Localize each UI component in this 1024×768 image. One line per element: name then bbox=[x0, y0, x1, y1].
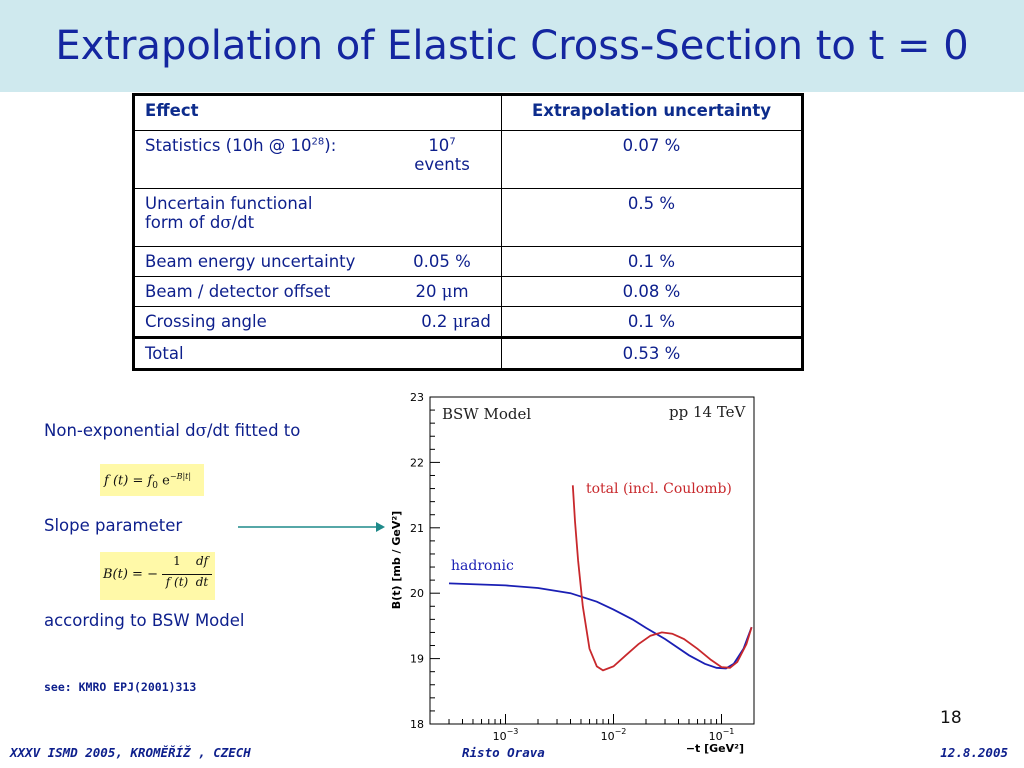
x-tick-labels: 10−3 10−2 10−1 bbox=[493, 727, 735, 743]
row-statistics-uncertainty: 0.07 % bbox=[501, 130, 803, 189]
formula-slope: B(t) = − 1 f (t) df dt bbox=[100, 552, 215, 600]
axis-ticks bbox=[429, 396, 755, 725]
table-row: Statistics (10h @ 1028): 107 events 0.07 … bbox=[133, 130, 803, 189]
table-row: Beam / detector offset 20 μm 0.08 % bbox=[133, 276, 803, 307]
x-tick-label: 10−2 bbox=[601, 727, 627, 743]
effect-label: Statistics (10h @ 1028): bbox=[145, 136, 337, 155]
row-functional-effect: Uncertain functional form of dσ/dt bbox=[133, 188, 502, 247]
page-number: 18 bbox=[940, 708, 962, 728]
y-tick-label: 21 bbox=[410, 522, 424, 535]
x-tick-label: 10−1 bbox=[709, 727, 735, 743]
title-bar bbox=[0, 0, 1024, 92]
table-header-row: Effect Extrapolation uncertainty bbox=[133, 94, 803, 131]
row-crossing-effect: Crossing angle 0.2 μrad bbox=[133, 306, 502, 338]
table-row: Crossing angle 0.2 μrad 0.1 % bbox=[133, 306, 803, 338]
model-label: BSW Model bbox=[442, 405, 531, 423]
table-row-total: Total 0.53 % bbox=[133, 336, 803, 370]
row-offset-uncertainty: 0.08 % bbox=[501, 276, 803, 307]
uncertainty-table: Effect Extrapolation uncertainty Statist… bbox=[132, 93, 804, 371]
footer-date: 12.8.2005 bbox=[940, 745, 1008, 760]
arrow-icon bbox=[238, 522, 385, 532]
header-effect: Effect bbox=[133, 94, 502, 131]
row-total-uncertainty: 0.53 % bbox=[501, 336, 803, 370]
header-uncertainty: Extrapolation uncertainty bbox=[501, 94, 803, 131]
table-row: Uncertain functional form of dσ/dt 0.5 % bbox=[133, 188, 803, 247]
footer-author: Risto Orava bbox=[462, 745, 545, 760]
bsw-chart: 18 19 20 21 22 23 10−3 10−2 10−1 BSW Model pp 1… bbox=[390, 391, 755, 755]
row-total-effect: Total bbox=[133, 336, 502, 370]
x-axis-label: −t [GeV²] bbox=[686, 742, 744, 755]
row-offset-effect: Beam / detector offset 20 μm bbox=[133, 276, 502, 307]
formula-exponential: f (t) = f0 e−B|t| bbox=[100, 464, 204, 496]
y-tick-label: 19 bbox=[410, 653, 424, 666]
row-beam-energy-effect: Beam energy uncertainty 0.05 % bbox=[133, 246, 502, 277]
model-text: according to BSW Model bbox=[44, 611, 245, 630]
slide-title: Extrapolation of Elastic Cross-Section t… bbox=[55, 23, 969, 69]
slope-text: Slope parameter bbox=[44, 516, 183, 535]
footer-conference: XXXV ISMD 2005, KROMĚŘÍŽ , CZECH bbox=[10, 745, 251, 760]
x-tick-label: 10−3 bbox=[493, 727, 519, 743]
y-tick-label: 20 bbox=[410, 587, 424, 600]
row-beam-energy-uncertainty: 0.1 % bbox=[501, 246, 803, 277]
fit-description: Non-exponential dσ/dt fitted to bbox=[44, 421, 301, 440]
y-axis-label: B(t) [mb / GeV²] bbox=[390, 511, 403, 609]
series-label-hadronic: hadronic bbox=[451, 558, 514, 574]
y-tick-labels: 18 19 20 21 22 23 bbox=[410, 391, 424, 731]
energy-label: pp 14 TeV bbox=[669, 403, 747, 421]
series-label-total: total (incl. Coulomb) bbox=[586, 481, 732, 497]
y-tick-label: 18 bbox=[410, 718, 424, 731]
y-tick-label: 22 bbox=[410, 456, 424, 469]
series-line-total bbox=[571, 485, 753, 672]
y-tick-label: 23 bbox=[410, 391, 424, 404]
effect-value: 107 events bbox=[414, 136, 470, 174]
row-statistics-effect: Statistics (10h @ 1028): 107 events bbox=[133, 130, 502, 189]
table-row: Beam energy uncertainty 0.05 % 0.1 % bbox=[133, 246, 803, 277]
row-functional-uncertainty: 0.5 % bbox=[501, 188, 803, 247]
reference-text: see: KMRO EPJ(2001)313 bbox=[44, 680, 197, 694]
plot-frame bbox=[429, 396, 755, 725]
row-crossing-uncertainty: 0.1 % bbox=[501, 306, 803, 338]
